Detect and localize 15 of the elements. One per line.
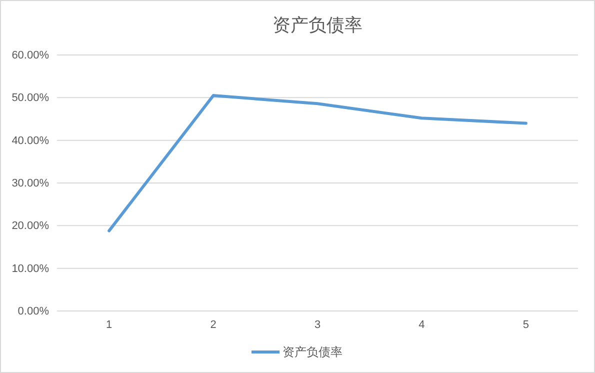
x-tick-label: 2 bbox=[210, 318, 216, 331]
line-series bbox=[108, 94, 528, 232]
chart-title: 资产负债率 bbox=[272, 15, 362, 35]
y-tick-label: 30.00% bbox=[12, 178, 50, 190]
y-tick-label: 10.00% bbox=[12, 262, 50, 275]
x-tick-label: 4 bbox=[418, 318, 425, 331]
x-tick-label: 1 bbox=[106, 318, 112, 331]
y-tick-label: 60.00% bbox=[12, 50, 50, 62]
y-tick-label: 40.00% bbox=[12, 134, 50, 147]
y-tick-label: 20.00% bbox=[12, 220, 50, 232]
legend-label: 资产负债率 bbox=[282, 345, 342, 359]
y-tick-label: 50.00% bbox=[12, 92, 50, 104]
x-tick-label: 3 bbox=[314, 318, 321, 331]
x-tick-label: 5 bbox=[522, 318, 529, 331]
y-tick-label: 0.00% bbox=[18, 306, 50, 318]
